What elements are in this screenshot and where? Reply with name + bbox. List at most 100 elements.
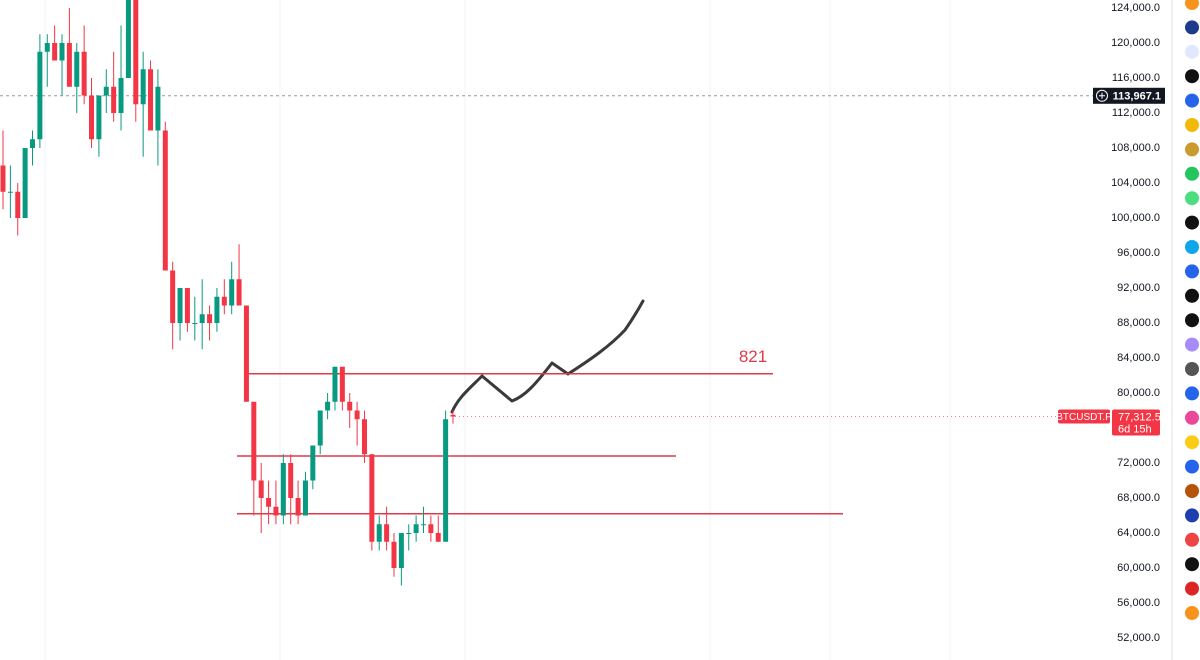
candle-body <box>258 480 264 498</box>
candle-body <box>96 95 102 140</box>
watchlist-icon <box>1185 435 1199 450</box>
y-tick-label: 120,000.0 <box>1111 37 1160 49</box>
crosshair-icon <box>1096 89 1108 102</box>
candle-body <box>81 51 87 96</box>
projection-drawing <box>450 299 645 414</box>
candle-body <box>450 414 456 417</box>
watchlist-icon <box>1185 240 1199 254</box>
watchlist-icon <box>1185 484 1199 498</box>
y-tick-label: 104,000.0 <box>1111 177 1160 189</box>
candle-body <box>30 139 36 148</box>
y-tick-label: 108,000.0 <box>1111 142 1160 154</box>
candle-body <box>273 506 279 516</box>
candle-body <box>155 86 161 131</box>
y-tick-label: 92,000.0 <box>1117 282 1160 294</box>
y-tick-label: 72,000.0 <box>1117 457 1160 469</box>
y-tick-label: 112,000.0 <box>1112 107 1160 119</box>
y-tick-label: 56,000.0 <box>1117 597 1160 609</box>
y-tick-label: 52,000.0 <box>1117 632 1160 644</box>
candle-body <box>221 296 227 306</box>
watchlist-icon <box>1185 0 1199 10</box>
candle-body <box>22 148 28 218</box>
level-label: 821 <box>739 347 767 366</box>
candle-body <box>280 463 286 516</box>
candle-body <box>266 498 272 507</box>
candle-body <box>74 51 80 87</box>
y-tick-label: 96,000.0 <box>1117 247 1160 259</box>
candle-body <box>170 270 176 323</box>
candle-body <box>148 69 154 131</box>
candle-body <box>59 43 65 61</box>
vertical-grid <box>44 0 951 660</box>
candle-body <box>118 78 124 113</box>
candle-body <box>111 86 117 113</box>
candle-body <box>125 0 131 78</box>
candle-body <box>162 130 168 271</box>
candle-body <box>420 524 426 526</box>
watchlist-icon <box>1185 69 1199 84</box>
candle-body <box>376 524 382 542</box>
candle-body <box>89 95 95 140</box>
candle-body <box>369 454 375 542</box>
candle-body <box>354 410 360 420</box>
y-tick-label: 124,000.0 <box>1111 2 1160 14</box>
watchlist-icon <box>1185 362 1199 376</box>
y-tick-label: 88,000.0 <box>1117 317 1160 329</box>
crosshair-price-label: 113,967.1 <box>1113 91 1161 103</box>
watchlist-icon <box>1185 386 1199 401</box>
candle-body <box>325 401 331 411</box>
y-tick-label: 116,000.0 <box>1112 72 1160 84</box>
candle-body <box>332 366 338 402</box>
candle-body <box>428 524 434 533</box>
y-tick-label: 80,000.0 <box>1117 387 1160 399</box>
countdown-label: 6d 15h <box>1118 423 1152 435</box>
candle-body <box>52 43 58 61</box>
watchlist-icon <box>1185 313 1199 328</box>
candle-body <box>406 533 412 534</box>
candle-body <box>140 69 146 105</box>
candle-body <box>0 165 6 192</box>
candle-body <box>7 191 13 193</box>
candle-body <box>302 480 308 516</box>
y-tick-label: 100,000.0 <box>1111 212 1160 224</box>
watchlist-icon <box>1185 118 1199 132</box>
candle-body <box>229 279 235 306</box>
candle-body <box>236 279 242 306</box>
candle-body <box>251 401 257 481</box>
candle-body <box>339 366 345 402</box>
watchlist-icon <box>1185 20 1199 35</box>
watchlist-icon <box>1185 459 1199 474</box>
candle-body <box>37 51 43 140</box>
last-price-label: 77,312.5 <box>1118 411 1161 423</box>
crosshair-price-box <box>1111 87 1165 104</box>
watchlist-icon <box>1185 215 1199 230</box>
y-tick-label: 60,000.0 <box>1117 562 1160 574</box>
candle-body <box>199 314 205 323</box>
watchlist-icon <box>1185 264 1199 279</box>
candle-body <box>103 86 109 96</box>
candle-body <box>384 524 390 542</box>
watchlist-icon <box>1185 508 1199 523</box>
y-tick-label: 64,000.0 <box>1117 527 1160 539</box>
watchlist-icon <box>1185 191 1199 206</box>
last-price-box <box>1112 409 1160 436</box>
watchlist-icon <box>1185 581 1199 596</box>
candle-body <box>207 314 213 323</box>
candle-body <box>413 524 419 533</box>
watchlist-icon <box>1185 337 1199 352</box>
watchlist-icon <box>1185 166 1199 181</box>
y-tick-label: 68,000.0 <box>1117 492 1160 504</box>
watchlist-icon <box>1185 142 1199 157</box>
watchlist-icon <box>1185 288 1199 303</box>
watchlist-icon <box>1185 606 1199 620</box>
candle-body <box>15 191 21 218</box>
candle-body <box>443 419 449 542</box>
candle-body <box>288 463 294 498</box>
watchlist-icon <box>1185 532 1199 547</box>
symbol-box <box>1058 409 1110 424</box>
candle-body <box>133 0 139 105</box>
candle-body <box>310 445 316 481</box>
watchlist-icon <box>1185 93 1199 108</box>
watchlist-icon <box>1185 557 1199 572</box>
